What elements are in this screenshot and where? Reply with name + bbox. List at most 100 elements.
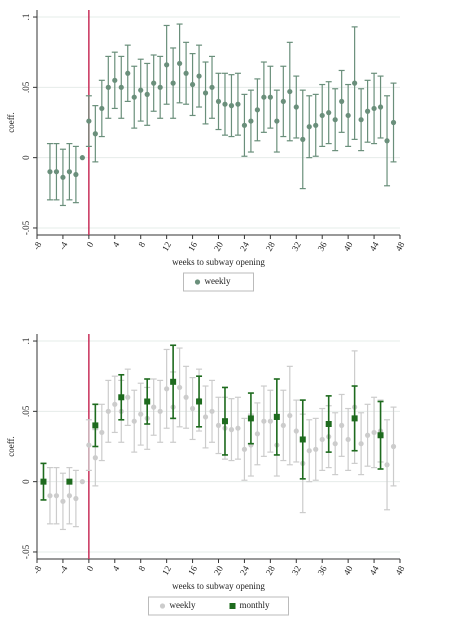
x-tick-label: 28 xyxy=(264,240,277,253)
y-axis-label: coeff. xyxy=(6,436,16,457)
point xyxy=(345,436,351,443)
point xyxy=(112,77,118,83)
point xyxy=(241,122,248,128)
point xyxy=(300,136,306,142)
legend-swatch xyxy=(194,279,201,285)
point xyxy=(280,422,286,429)
point xyxy=(235,425,241,431)
point xyxy=(177,384,183,391)
point xyxy=(228,103,235,109)
legend-swatch xyxy=(159,603,166,609)
point xyxy=(47,493,53,499)
point xyxy=(170,378,177,385)
x-tick-label: -4 xyxy=(57,564,70,576)
point xyxy=(209,84,215,90)
point xyxy=(306,124,312,130)
point xyxy=(177,60,183,67)
point xyxy=(170,80,176,86)
point xyxy=(248,118,254,124)
point xyxy=(202,414,209,420)
x-tick-label: 4 xyxy=(110,564,121,573)
point xyxy=(189,405,196,412)
point xyxy=(202,90,209,96)
y-tick-label: .1 xyxy=(21,338,31,345)
point xyxy=(164,62,170,68)
x-tick-label: 8 xyxy=(136,240,147,249)
point xyxy=(235,101,241,107)
x-tick-label: 40 xyxy=(342,564,355,577)
x-tick-label: 44 xyxy=(367,240,380,253)
point xyxy=(183,394,189,400)
y-tick-label: .05 xyxy=(21,81,31,93)
point xyxy=(138,411,144,417)
x-tick-label: 20 xyxy=(212,240,225,253)
point xyxy=(53,169,60,175)
x-tick-label: 28 xyxy=(264,564,277,577)
point xyxy=(319,436,325,443)
point xyxy=(86,118,92,124)
x-tick-label: 0 xyxy=(84,240,95,249)
point xyxy=(319,112,325,119)
x-tick-label: 8 xyxy=(136,564,147,573)
y-axis-label: coeff. xyxy=(6,112,16,133)
point xyxy=(125,394,131,400)
point xyxy=(92,422,99,429)
point xyxy=(306,448,312,454)
point xyxy=(293,428,299,434)
x-tick-label: 32 xyxy=(290,564,303,577)
point xyxy=(384,462,390,468)
x-axis-label: weeks to subway opening xyxy=(172,257,265,267)
y-tick-label: -.05 xyxy=(21,220,31,235)
point xyxy=(47,169,53,175)
legend-box xyxy=(183,272,254,292)
x-axis-label: weeks to subway opening xyxy=(172,581,265,591)
point xyxy=(66,493,73,499)
x-tick-label: 48 xyxy=(393,564,406,577)
point xyxy=(92,131,98,137)
point xyxy=(125,70,131,76)
point xyxy=(339,98,345,105)
x-tick-label: -4 xyxy=(57,240,70,252)
point xyxy=(86,442,92,448)
legend-label: weekly xyxy=(205,276,231,286)
legend-label: monthly xyxy=(240,600,271,610)
x-tick-label: 12 xyxy=(160,564,173,577)
point xyxy=(131,94,137,100)
point xyxy=(287,88,293,95)
x-tick-label: 40 xyxy=(342,240,355,253)
point xyxy=(345,112,351,119)
point xyxy=(280,98,286,105)
point xyxy=(313,122,319,128)
point xyxy=(215,422,222,429)
x-tick-label: 12 xyxy=(160,240,173,253)
point xyxy=(371,105,377,112)
x-tick-label: -8 xyxy=(31,240,44,252)
legend-swatch xyxy=(229,603,236,609)
point xyxy=(364,432,371,438)
point xyxy=(105,84,111,90)
point xyxy=(131,418,137,424)
x-tick-label: 24 xyxy=(238,240,251,253)
point xyxy=(371,429,377,436)
y-tick-label: .1 xyxy=(21,14,31,21)
point xyxy=(267,94,273,100)
point xyxy=(293,104,299,110)
point xyxy=(313,446,319,452)
point xyxy=(196,73,202,79)
point xyxy=(254,431,260,437)
point xyxy=(332,441,338,447)
point xyxy=(151,404,157,410)
point xyxy=(138,87,144,93)
point xyxy=(352,80,358,86)
point xyxy=(274,118,280,124)
x-tick-label: 32 xyxy=(290,240,303,253)
point xyxy=(287,412,293,419)
point xyxy=(66,169,73,175)
x-tick-label: 48 xyxy=(393,240,406,253)
point xyxy=(261,94,267,100)
y-tick-label: 0 xyxy=(21,155,31,160)
point xyxy=(196,398,203,405)
point xyxy=(390,119,397,126)
x-tick-label: 20 xyxy=(212,564,225,577)
